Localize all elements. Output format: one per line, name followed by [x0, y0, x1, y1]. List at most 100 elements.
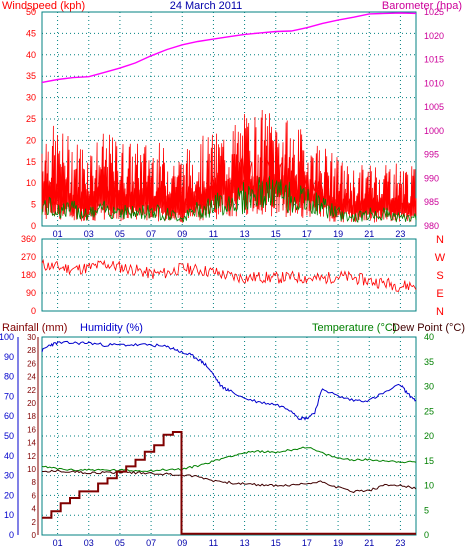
- rainfall-tick-label: 22: [27, 386, 36, 395]
- barometer-tick-label: 1015: [424, 55, 444, 65]
- compass-label: W: [435, 252, 446, 264]
- x-tick-label: 15: [271, 229, 281, 239]
- x-tick-label: 05: [115, 538, 125, 548]
- rainfall-tick-label: 28: [27, 346, 36, 355]
- temperature-tick-label: 10: [424, 481, 434, 491]
- humidity-tick-label: 80: [4, 372, 14, 382]
- barometer-tick-label: 995: [424, 150, 439, 160]
- rainfall-axis-title: Rainfall (mm): [2, 322, 67, 334]
- x-tick-label: 03: [84, 538, 94, 548]
- x-tick-label: 01: [53, 229, 63, 239]
- rainfall-tick-label: 6: [32, 491, 37, 500]
- x-tick-label: 03: [84, 229, 94, 239]
- humidity-series-line: [41, 340, 417, 421]
- x-tick-label: 13: [240, 229, 250, 239]
- temperature-series-line: [41, 446, 417, 473]
- humidity-tick-label: 100: [0, 332, 14, 342]
- barometer-tick-label: 1010: [424, 78, 444, 88]
- barometer-tick-label: 1005: [424, 102, 444, 112]
- x-tick-label: 11: [209, 229, 218, 239]
- windspeed-tick-label: 35: [26, 71, 36, 81]
- compass-label: N: [436, 306, 444, 318]
- windspeed-tick-label: 40: [26, 50, 36, 60]
- rainfall-tick-label: 0: [32, 531, 37, 540]
- direction-tick-label: 270: [21, 252, 36, 262]
- x-tick-label: 13: [240, 538, 250, 548]
- x-tick-label: 07: [146, 538, 156, 548]
- rainfall-tick-label: 18: [27, 412, 36, 421]
- x-tick-label: 23: [395, 229, 405, 239]
- humidity-tick-label: 50: [4, 431, 14, 441]
- rainfall-tick-label: 20: [27, 399, 36, 408]
- x-tick-label: 11: [209, 538, 218, 548]
- x-tick-label: 07: [146, 229, 156, 239]
- x-tick-label: 17: [302, 229, 312, 239]
- windspeed-tick-label: 10: [26, 178, 36, 188]
- x-tick-label: 09: [177, 538, 187, 548]
- humidity-tick-label: 70: [4, 391, 14, 401]
- rainfall-tick-label: 24: [27, 373, 36, 382]
- x-tick-label: 23: [395, 538, 405, 548]
- compass-label: E: [436, 288, 443, 300]
- temperature-tick-label: 0: [424, 530, 429, 540]
- rainfall-tick-label: 30: [27, 333, 36, 342]
- x-tick-label: 17: [302, 538, 312, 548]
- direction-series-line: [41, 258, 417, 292]
- barometer-tick-label: 980: [424, 221, 439, 231]
- direction-tick-label: 360: [21, 234, 36, 244]
- rainfall-tick-label: 16: [27, 425, 36, 434]
- barometer-tick-label: 990: [424, 173, 439, 183]
- barometer-tick-label: 985: [424, 197, 439, 207]
- humidity-tick-label: 40: [4, 451, 14, 461]
- windspeed-tick-label: 30: [26, 93, 36, 103]
- windspeed-tick-label: 50: [26, 7, 36, 17]
- temperature-tick-label: 40: [424, 332, 434, 342]
- temperature-axis-title: Temperature (°C): [312, 322, 396, 334]
- temperature-tick-label: 15: [424, 456, 434, 466]
- wind-series-line: [41, 152, 417, 221]
- x-tick-label: 19: [333, 229, 343, 239]
- rainfall-series-line: [42, 431, 416, 535]
- temperature-tick-label: 25: [424, 406, 434, 416]
- direction-tick-label: 0: [31, 306, 36, 316]
- dewpoint-axis-title: Dew Point (°C): [392, 322, 465, 334]
- windspeed-tick-label: 20: [26, 135, 36, 145]
- chart-date: 24 March 2011: [170, 0, 243, 12]
- x-tick-label: 09: [177, 229, 187, 239]
- compass-label: N: [436, 234, 444, 246]
- rainfall-tick-label: 12: [27, 452, 36, 461]
- direction-tick-label: 180: [21, 270, 36, 280]
- barometer-series-line: [41, 12, 417, 84]
- x-tick-label: 05: [115, 229, 125, 239]
- x-tick-label: 01: [53, 538, 63, 548]
- x-tick-label: 19: [333, 538, 343, 548]
- windspeed-tick-label: 25: [26, 114, 36, 124]
- humidity-tick-label: 60: [4, 411, 14, 421]
- temperature-tick-label: 20: [424, 431, 434, 441]
- humidity-axis-title: Humidity (%): [80, 322, 143, 334]
- rainfall-tick-label: 2: [32, 518, 37, 527]
- x-tick-label: 21: [364, 538, 374, 548]
- windspeed-tick-label: 0: [31, 221, 36, 231]
- humidity-tick-label: 10: [4, 510, 14, 520]
- rainfall-tick-label: 4: [32, 505, 37, 514]
- windspeed-tick-label: 15: [26, 157, 36, 167]
- humidity-tick-label: 30: [4, 471, 14, 481]
- barometer-tick-label: 1020: [424, 31, 444, 41]
- windspeed-tick-label: 45: [26, 28, 36, 38]
- temperature-tick-label: 30: [424, 382, 434, 392]
- rainfall-tick-label: 8: [32, 478, 37, 487]
- compass-label: S: [436, 270, 443, 282]
- dewpoint-series-line: [42, 469, 417, 494]
- barometer-tick-label: 1025: [424, 7, 444, 17]
- average-wind-series-line: [41, 175, 417, 224]
- direction-tick-label: 90: [26, 288, 36, 298]
- temperature-tick-label: 35: [424, 357, 434, 367]
- rainfall-tick-label: 26: [27, 359, 36, 368]
- x-tick-label: 21: [364, 229, 374, 239]
- rainfall-tick-label: 10: [27, 465, 36, 474]
- barometer-axis-title: Barometer (hpa): [382, 0, 462, 12]
- rainfall-tick-label: 14: [27, 439, 36, 448]
- x-tick-label: 15: [271, 538, 281, 548]
